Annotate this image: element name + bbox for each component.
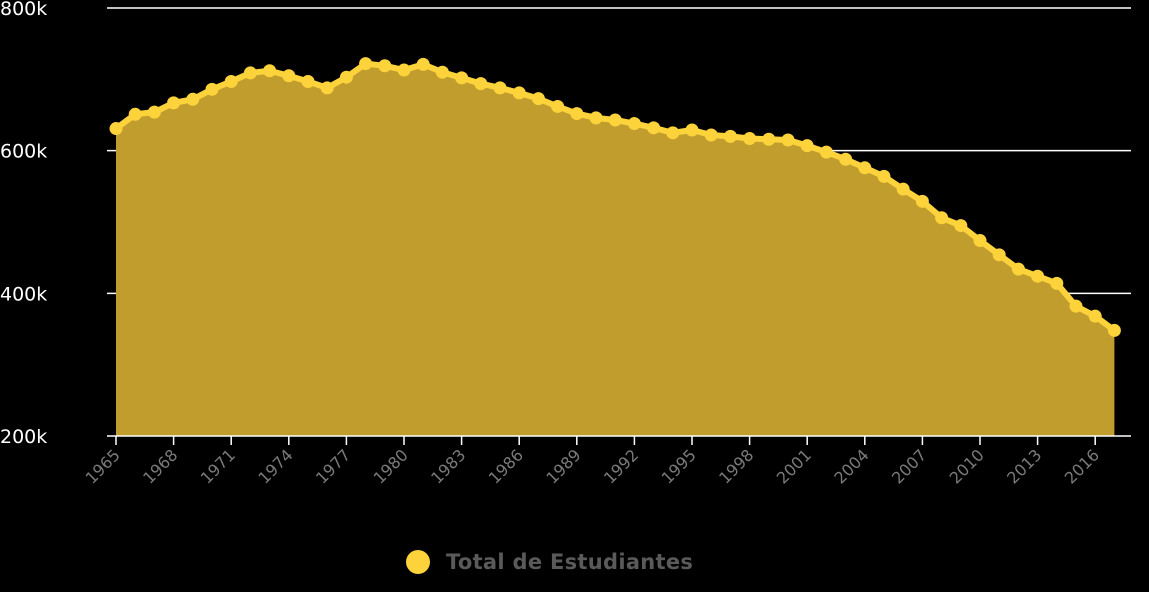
x-tick-label: 2004 <box>830 445 872 487</box>
data-point <box>128 107 142 121</box>
x-tick-label: 2007 <box>888 445 930 487</box>
data-point <box>935 211 949 225</box>
data-point <box>743 132 757 146</box>
data-point <box>973 234 987 248</box>
data-point <box>608 113 622 127</box>
x-tick-label: 2001 <box>773 445 815 487</box>
data-point <box>1069 299 1083 313</box>
x-tick-label: 1965 <box>82 445 124 487</box>
data-point <box>992 248 1006 262</box>
data-point <box>839 152 853 166</box>
x-axis: 1965 1968 1971 1974 1977 1980 1983 1986 1989 1992… <box>82 435 1131 488</box>
data-point <box>474 77 488 91</box>
x-tick-label: 1995 <box>658 445 700 487</box>
data-point <box>627 117 641 131</box>
y-tick-label: 800k <box>0 0 47 20</box>
data-point <box>282 69 296 83</box>
data-point <box>435 65 449 79</box>
data-point <box>896 182 910 196</box>
data-point <box>243 66 257 80</box>
data-point <box>954 219 968 233</box>
data-point <box>320 81 334 95</box>
x-tick-label: 1974 <box>254 445 296 487</box>
data-point <box>1088 309 1102 323</box>
x-tick-label: 2010 <box>946 445 988 487</box>
data-point <box>800 139 814 153</box>
data-point <box>378 59 392 73</box>
data-point <box>1011 262 1025 276</box>
data-point <box>723 129 737 143</box>
x-tick-label: 2016 <box>1061 445 1103 487</box>
y-tick-label: 200k <box>0 426 47 448</box>
legend-label: Total de Estudiantes <box>446 550 694 574</box>
x-tick-label: 1986 <box>485 445 527 487</box>
area-fill <box>116 63 1115 436</box>
x-tick-label: 1980 <box>370 445 412 487</box>
x-tick-label: 1971 <box>197 445 239 487</box>
x-tick-label: 1977 <box>312 445 354 487</box>
data-point <box>915 194 929 208</box>
legend-swatch-icon <box>406 550 430 574</box>
data-point <box>186 92 200 106</box>
data-point <box>512 86 526 100</box>
data-point <box>1107 323 1121 337</box>
data-point <box>205 82 219 96</box>
data-point <box>647 121 661 135</box>
data-point <box>1031 269 1045 283</box>
data-point <box>147 105 161 119</box>
x-tick-label: 1998 <box>715 445 757 487</box>
data-point <box>1050 276 1064 290</box>
x-tick-label: 1989 <box>542 445 584 487</box>
y-axis-labels: 200k 400k 600k 800k <box>0 0 47 448</box>
x-tick-label: 1992 <box>600 445 642 487</box>
data-point <box>493 81 507 95</box>
data-point <box>666 126 680 140</box>
data-point <box>339 70 353 84</box>
data-point <box>704 128 718 142</box>
data-point <box>685 123 699 137</box>
x-tick-label: 2013 <box>1003 445 1045 487</box>
data-point <box>416 57 430 71</box>
x-tick-label: 1983 <box>427 445 469 487</box>
data-point <box>570 107 584 121</box>
y-tick-label: 600k <box>0 141 47 163</box>
data-point <box>819 145 833 159</box>
data-point <box>551 99 565 113</box>
data-point <box>589 111 603 125</box>
data-points <box>109 57 1121 337</box>
data-point <box>397 63 411 77</box>
data-point <box>263 64 277 78</box>
data-point <box>109 122 123 136</box>
data-point <box>301 74 315 88</box>
x-tick-label: 1968 <box>139 445 181 487</box>
legend-item[interactable]: Total de Estudiantes <box>406 546 693 578</box>
data-point <box>877 169 891 183</box>
y-tick-label: 400k <box>0 283 47 305</box>
data-point <box>858 161 872 175</box>
data-point <box>762 132 776 146</box>
data-point <box>224 74 238 88</box>
data-point <box>531 92 545 106</box>
data-point <box>359 57 373 71</box>
data-point <box>167 96 181 110</box>
data-point <box>455 71 469 85</box>
data-point <box>781 133 795 147</box>
